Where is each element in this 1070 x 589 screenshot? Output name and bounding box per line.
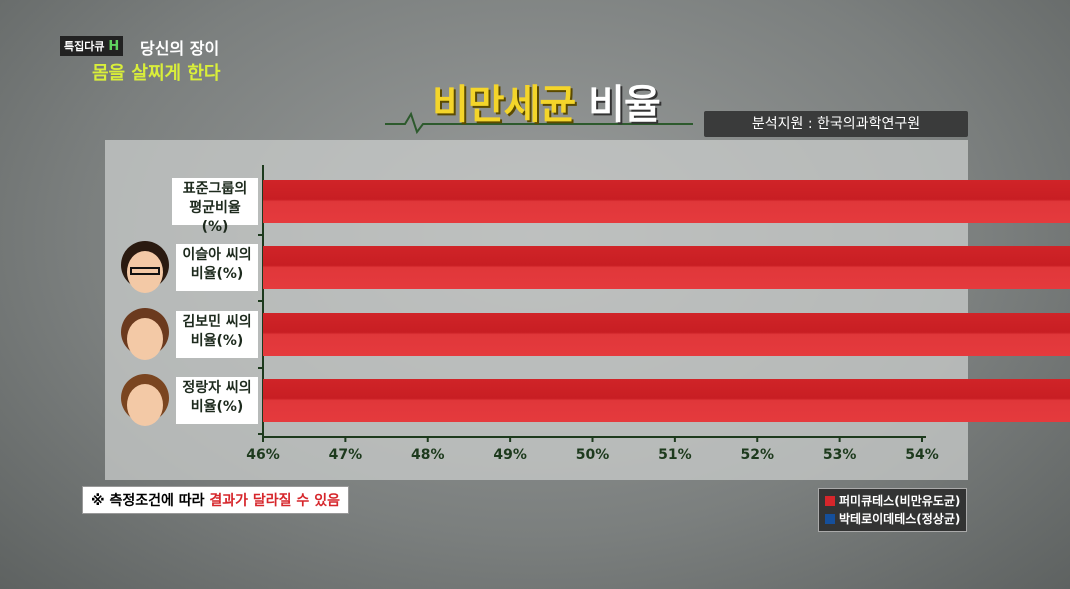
- legend-swatch: [825, 496, 835, 506]
- legend-item: 박테로이데테스(정상균): [825, 510, 960, 528]
- category-label: 표준그룹의 평균비율(%): [172, 178, 258, 235]
- bar: [263, 180, 1070, 223]
- face: [127, 251, 163, 293]
- bar: [263, 313, 1070, 356]
- legend-label: 박테로이데테스(정상균): [839, 512, 961, 526]
- x-tick-label: 52%: [740, 447, 774, 463]
- face: [127, 318, 163, 360]
- legend: 퍼미큐테스(비만유도균) 박테로이데테스(정상균): [818, 488, 968, 532]
- chart-title: 비만세균 비율: [432, 72, 661, 130]
- x-tick-label: 51%: [658, 447, 692, 463]
- face: [127, 384, 163, 426]
- program-logo: 특집다큐 H: [60, 36, 124, 56]
- x-tick-label: 53%: [823, 447, 857, 463]
- bar: [263, 379, 1070, 422]
- note: ※ 측정조건에 따라 결과가 달라질 수 있음: [82, 486, 349, 514]
- program-logo-mark: H: [108, 39, 120, 54]
- x-tick-label: 48%: [411, 447, 445, 463]
- title-decoration: [385, 111, 693, 135]
- legend-item: 퍼미큐테스(비만유도균): [825, 492, 960, 510]
- category-label: 이슬아 씨의 비율(%): [176, 244, 258, 291]
- category-label: 김보민 씨의 비율(%): [176, 311, 258, 358]
- episode-title: 당신의 장이: [140, 39, 220, 58]
- legend-swatch: [825, 514, 835, 524]
- episode-title: 몸을 살찌게 한다: [92, 63, 221, 84]
- x-tick-label: 47%: [329, 447, 363, 463]
- note-text: ※ 측정조건에 따라: [91, 493, 210, 509]
- note-highlight: 결과가 달라질 수 있음: [209, 493, 340, 509]
- bar: [263, 246, 1070, 289]
- glasses: [130, 267, 160, 275]
- x-tick-label: 46%: [246, 447, 280, 463]
- x-tick-label: 49%: [493, 447, 527, 463]
- program-name: 특집다큐: [64, 40, 105, 53]
- title-rest: 비율: [588, 82, 661, 128]
- legend-label: 퍼미큐테스(비만유도균): [839, 494, 961, 508]
- title-highlight: 비만세균: [432, 82, 576, 128]
- x-tick-label: 54%: [905, 447, 939, 463]
- category-label: 정랑자 씨의 비율(%): [176, 377, 258, 424]
- x-tick-label: 50%: [576, 447, 610, 463]
- source: 분석지원 : 한국의과학연구원: [704, 111, 968, 137]
